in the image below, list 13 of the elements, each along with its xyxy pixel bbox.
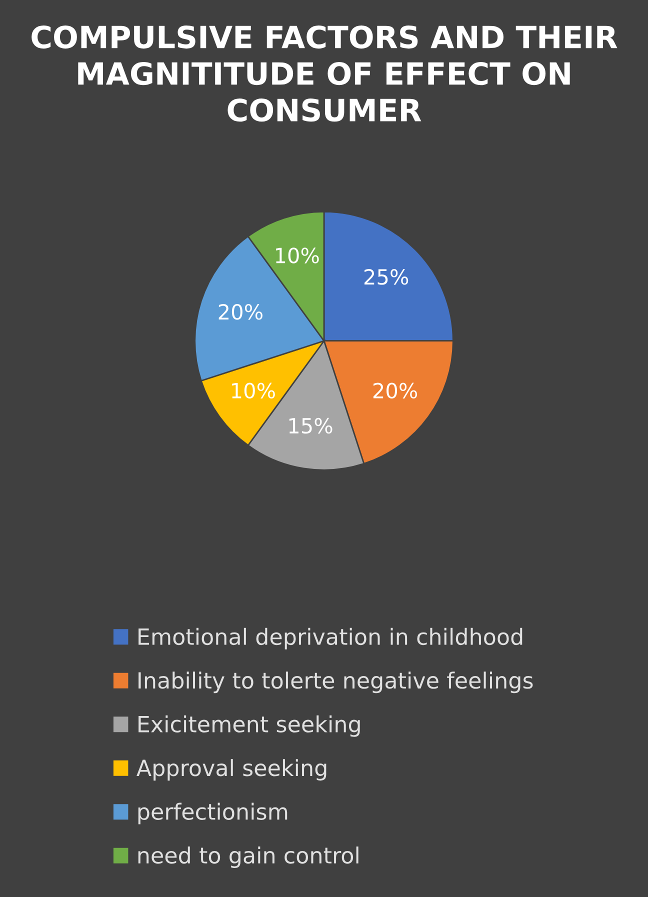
- data-label: 20%: [218, 304, 262, 320]
- data-label: 20%: [373, 382, 418, 399]
- data-label: 10%: [276, 248, 319, 264]
- legend-label: perfectionism: [138, 802, 288, 824]
- data-label: 10%: [232, 382, 275, 399]
- legend-label: Approval seeking: [136, 759, 326, 781]
- data-label: 15%: [289, 418, 332, 434]
- legend-label: Exicitement seeking: [138, 715, 360, 737]
- chart-title: COMPULSIVE FACTORS AND THEIR MAGNITITUDE OF EFFECT ON CONSUMER: [32, 25, 618, 122]
- legend-label: need to gain control: [138, 846, 358, 868]
- legend-label: Inability to tolerte negative feelings: [138, 672, 533, 694]
- legend-label: Emotional deprivation in childhood: [138, 628, 522, 650]
- data-label: 25%: [364, 269, 408, 285]
